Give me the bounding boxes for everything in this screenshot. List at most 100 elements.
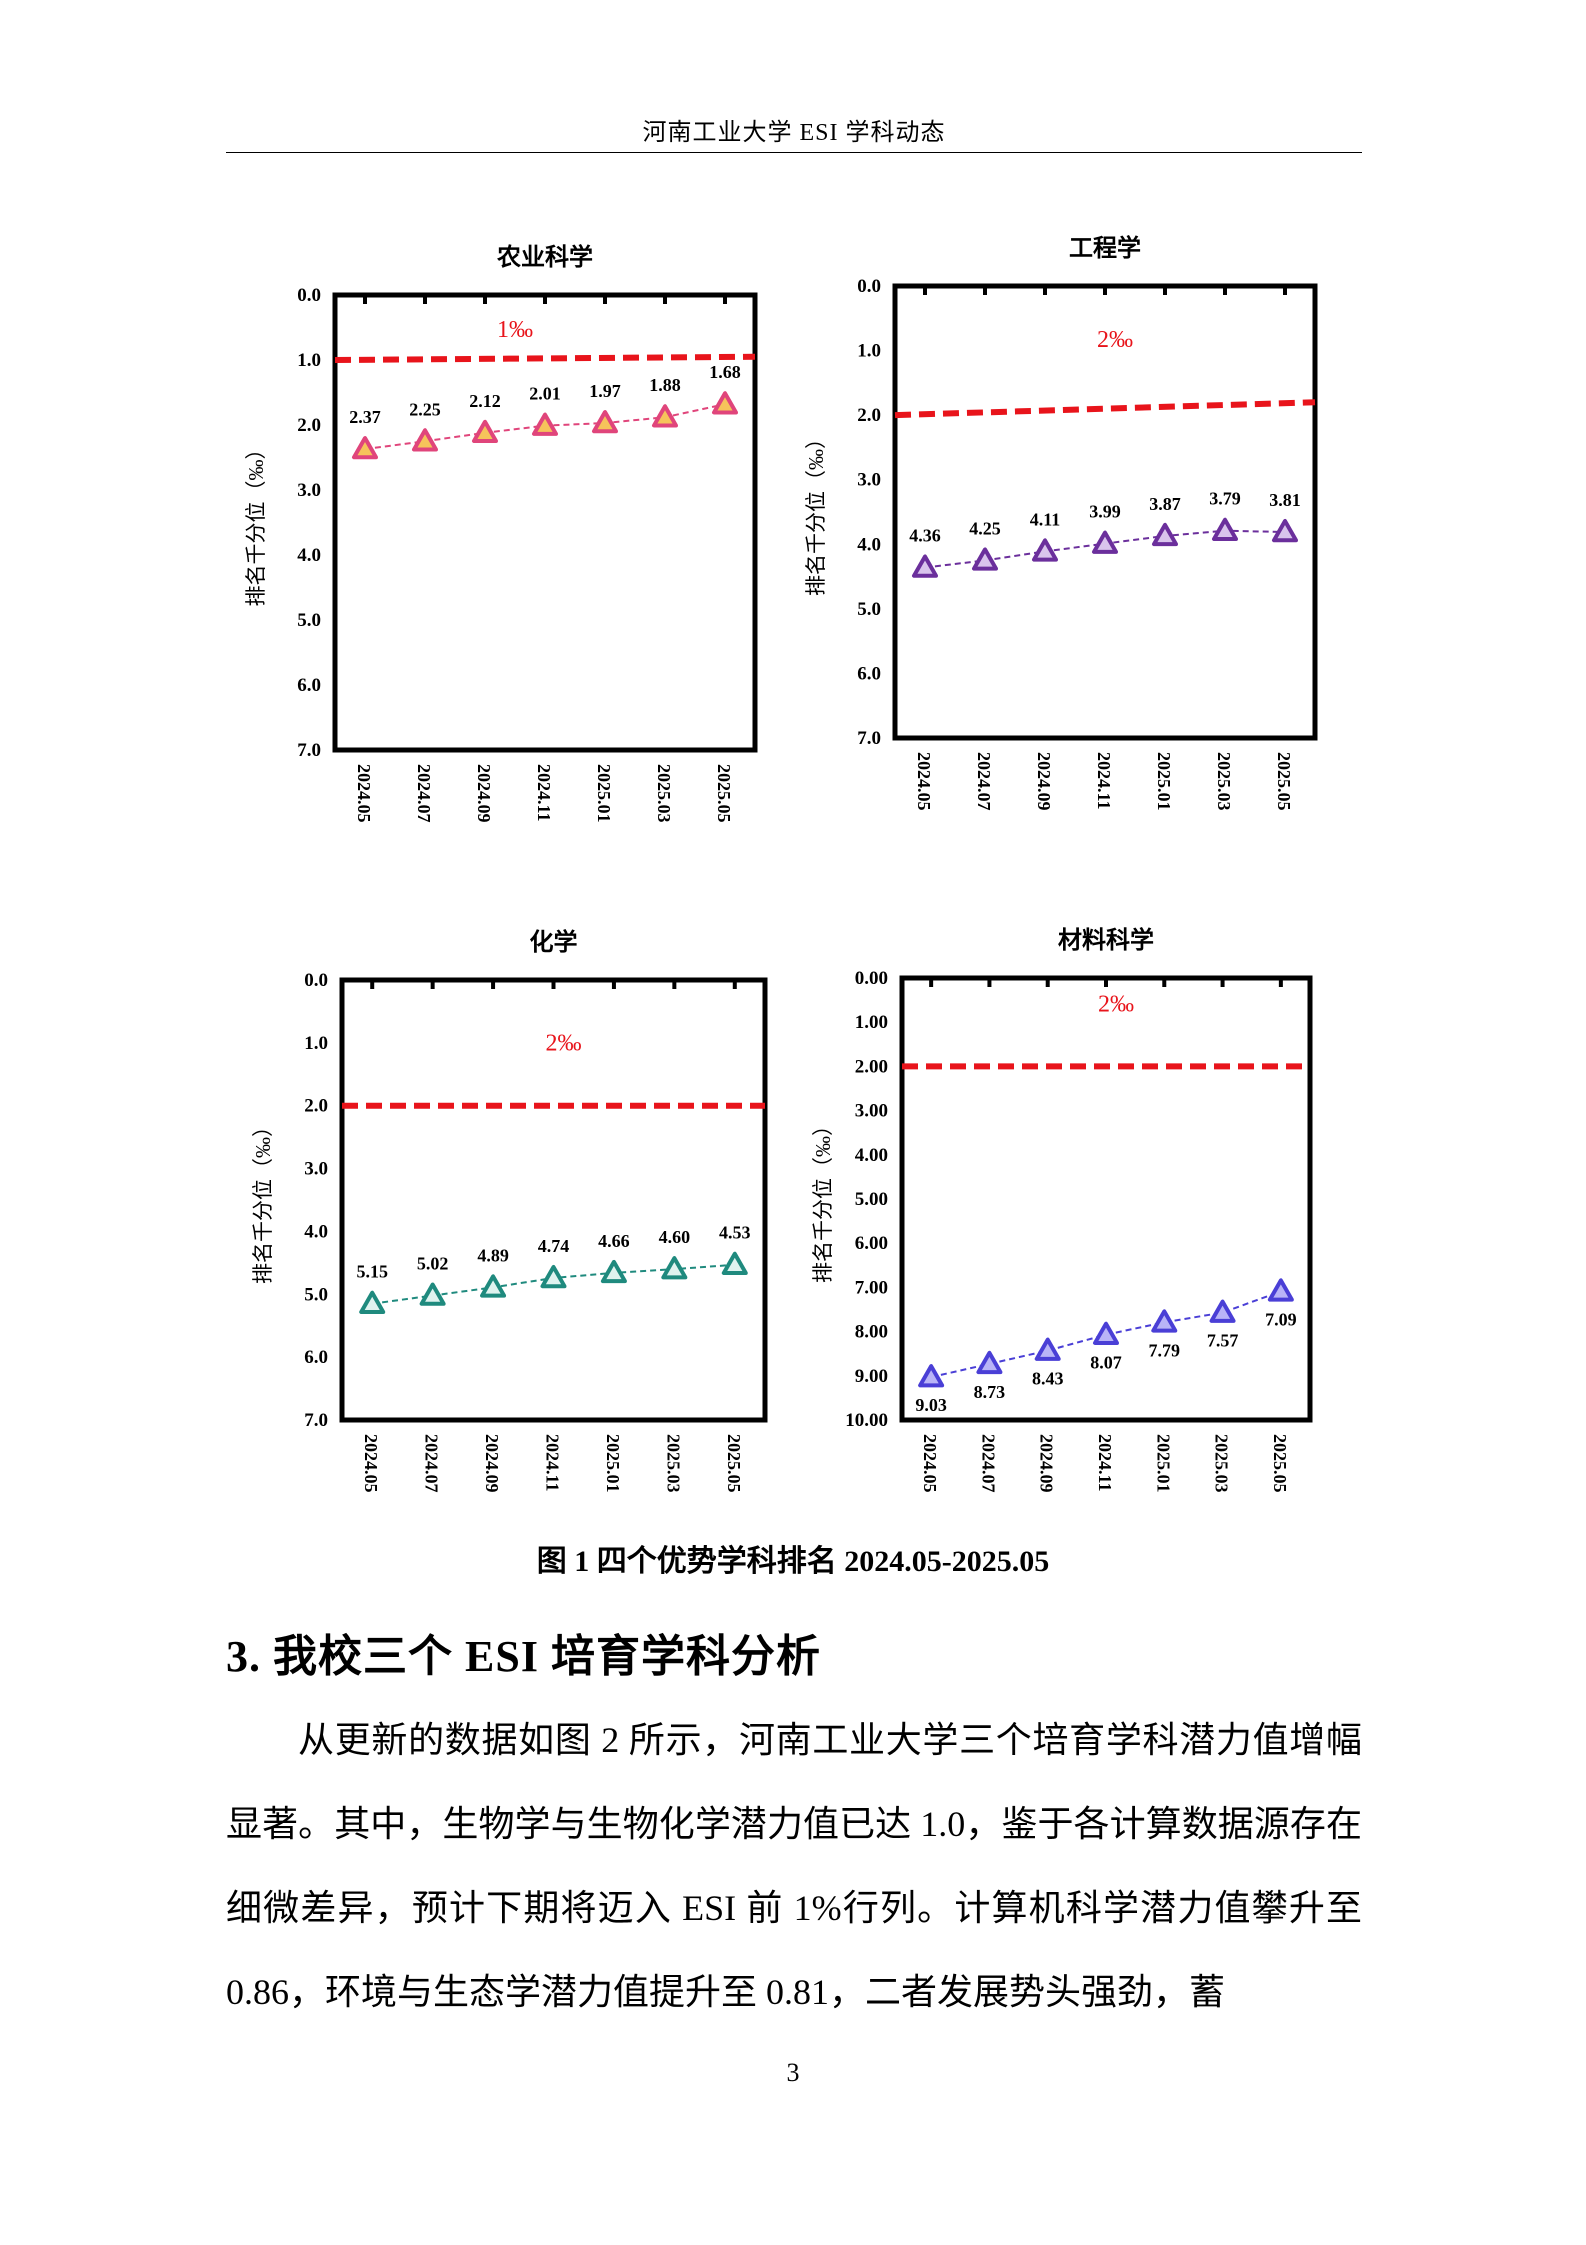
- data-value-label: 4.53: [719, 1223, 751, 1243]
- data-value-label: 2.37: [349, 407, 381, 427]
- data-point-marker: [419, 1282, 446, 1306]
- x-tick-label: 2025.03: [1212, 1434, 1232, 1493]
- data-point-marker: [1032, 538, 1058, 562]
- figure-caption: 图 1 四个优势学科排名 2024.05-2025.05: [536, 1545, 1050, 1578]
- data-value-label: 3.81: [1269, 490, 1301, 510]
- data-value-label: 7.09: [1265, 1309, 1297, 1329]
- y-tick-label: 0.0: [857, 276, 881, 297]
- data-value-label: 9.03: [915, 1395, 947, 1415]
- data-value-label: 4.89: [477, 1245, 509, 1265]
- header-divider: [226, 152, 1362, 153]
- data-point-marker: [1212, 517, 1238, 541]
- y-tick-label: 5.0: [304, 1284, 328, 1305]
- data-value-label: 5.02: [417, 1254, 449, 1274]
- data-point-marker: [412, 428, 438, 452]
- data-point-marker: [972, 547, 998, 571]
- chart-chemistry: 化学 0.0 1.0 2.0 3.0 4.0 5.0 6.0 7.0 排名千分位（‰） 2024.0…: [251, 928, 768, 1493]
- y-tick-label: 2.0: [857, 405, 881, 426]
- y-tick-label: 4.0: [297, 545, 321, 566]
- y-tick-label: 3.00: [855, 1101, 888, 1122]
- data-value-label: 8.07: [1090, 1353, 1122, 1373]
- data-value-label: 4.36: [909, 526, 941, 546]
- data-value-label: 2.01: [529, 384, 561, 404]
- data-value-label: 4.66: [598, 1231, 630, 1251]
- data-point-marker: [976, 1350, 1003, 1375]
- x-tick-label: 2024.07: [414, 764, 434, 823]
- data-point-marker: [1152, 522, 1178, 547]
- y-tick-label: 7.0: [297, 740, 321, 761]
- y-tick-label: 5.0: [297, 610, 321, 631]
- threshold-label: 2‰: [1097, 327, 1133, 353]
- data-value-label: 8.43: [1032, 1369, 1064, 1389]
- data-point-marker: [472, 419, 498, 444]
- x-tick-label: 2025.01: [594, 764, 614, 823]
- data-value-label: 8.73: [974, 1382, 1006, 1402]
- data-point-marker: [1267, 1278, 1294, 1302]
- y-tick-label: 1.00: [855, 1012, 888, 1033]
- y-tick-label: 3.0: [297, 480, 321, 501]
- data-value-label: 3.79: [1209, 489, 1241, 509]
- data-point-marker: [359, 1290, 386, 1314]
- data-value-label: 1.97: [589, 381, 621, 401]
- y-tick-label: 7.00: [855, 1277, 888, 1298]
- data-value-label: 7.57: [1207, 1331, 1239, 1351]
- y-tick-label: 7.0: [857, 728, 881, 749]
- data-value-label: 7.79: [1149, 1340, 1181, 1360]
- data-value-label: 2.25: [409, 399, 441, 419]
- x-tick-label: 2025.01: [1154, 752, 1174, 811]
- x-tick-label: 2025.03: [654, 764, 674, 823]
- x-tick-label: 2024.09: [474, 764, 494, 823]
- x-tick-label: 2024.09: [482, 1434, 502, 1493]
- data-point-marker: [1092, 530, 1118, 554]
- y-axis-label: 排名千分位（‰）: [251, 1116, 275, 1284]
- data-point-marker: [352, 436, 378, 460]
- y-tick-label: 7.0: [304, 1410, 328, 1431]
- data-point-marker: [1272, 519, 1298, 543]
- x-tick-label: 2024.07: [422, 1434, 442, 1493]
- data-value-label: 1.68: [709, 362, 741, 382]
- x-tick-label: 2024.05: [354, 764, 374, 823]
- x-tick-label: 2025.03: [1214, 752, 1234, 811]
- data-value-label: 4.11: [1030, 509, 1061, 529]
- x-tick-label: 2024.11: [1094, 752, 1114, 810]
- y-axis-label: 排名千分位（‰）: [244, 439, 268, 607]
- y-tick-label: 0.0: [297, 285, 321, 306]
- data-value-label: 5.15: [356, 1262, 388, 1282]
- x-tick-label: 2025.05: [724, 1434, 744, 1493]
- y-tick-label: 2.0: [304, 1096, 328, 1117]
- chart-agricultural-science: 农业科学 0.0 1.0 2.0 3.0 4.0 5.0 6.0 7.0 排名千分位（‰） 2024…: [244, 243, 758, 823]
- threshold-line: [334, 353, 756, 363]
- x-tick-label: 2025.01: [1153, 1434, 1173, 1493]
- data-value-label: 4.25: [969, 518, 1001, 538]
- data-point-marker: [652, 404, 678, 428]
- y-axis-label: 排名千分位（‰）: [811, 1115, 835, 1283]
- y-tick-label: 6.00: [855, 1233, 888, 1254]
- plot-frame: [332, 292, 758, 753]
- x-tick-label: 2024.05: [920, 1434, 940, 1493]
- data-value-label: 1.88: [649, 375, 681, 395]
- threshold-label: 2‰: [1098, 991, 1134, 1017]
- body-paragraph: 从更新的数据如图 2 所示，河南工业大学三个培育学科潜力值增幅显著。其中，生物学…: [226, 1720, 1362, 2012]
- data-point-marker: [1093, 1321, 1119, 1345]
- chart-engineering: 工程学 0.0 1.0 2.0 3.0 4.0 5.0 6.0 7.0 排名千分位（‰） 2024.…: [804, 234, 1318, 811]
- threshold-line: [894, 399, 1316, 419]
- y-tick-label: 6.0: [297, 675, 321, 696]
- x-tick-label: 2024.05: [361, 1434, 381, 1493]
- data-value-label: 2.12: [469, 391, 501, 411]
- x-tick-label: 2024.07: [978, 1434, 998, 1493]
- data-value-label: 4.60: [659, 1227, 691, 1247]
- y-tick-label: 6.0: [857, 663, 881, 684]
- data-point-marker: [912, 554, 938, 578]
- y-tick-label: 0.0: [304, 970, 328, 991]
- data-value-label: 4.74: [538, 1236, 570, 1256]
- x-tick-label: 2025.05: [1270, 1434, 1290, 1493]
- data-point-marker: [532, 412, 558, 436]
- data-point-marker: [918, 1364, 945, 1388]
- x-tick-label: 2024.11: [534, 764, 554, 822]
- y-tick-label: 4.00: [855, 1145, 888, 1166]
- y-tick-label: 2.00: [855, 1056, 888, 1077]
- data-point-marker: [1151, 1309, 1178, 1333]
- x-tick-label: 2024.09: [1037, 1434, 1057, 1493]
- y-tick-label: 5.00: [855, 1189, 888, 1210]
- chart-materials-science: 材料科学 0.00 1.00 2.00 3.00 4.00 5.00 6.00 7.00 8.00…: [811, 926, 1313, 1493]
